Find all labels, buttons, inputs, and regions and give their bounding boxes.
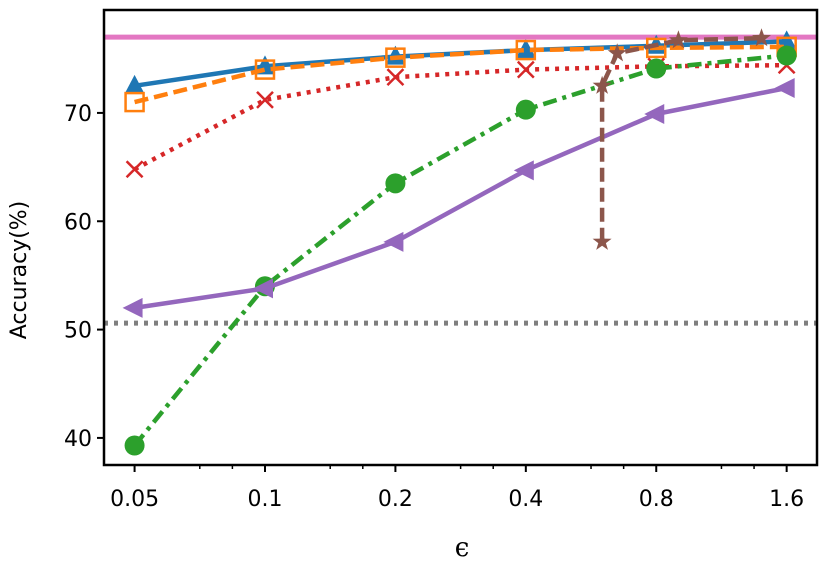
brown-star-point [607, 43, 627, 62]
purple-triangle-left-point [252, 278, 273, 299]
brown-star-point [668, 30, 688, 49]
orange-square-point [254, 59, 276, 80]
green-circle-point [124, 435, 145, 456]
x-tick-label: 0.05 [110, 487, 159, 512]
brown-star-point [752, 28, 771, 47]
green-circle-point [515, 99, 536, 120]
orange-square-point [385, 47, 406, 68]
orange-square-series-line [134, 44, 787, 105]
purple-triangle-left-point [513, 160, 534, 181]
y-tick-label: 60 [64, 210, 92, 235]
brown-star-point [592, 75, 612, 94]
x-tick-label: 0.1 [247, 487, 282, 512]
purple-triangle-left-point [383, 231, 404, 252]
y-tick-label: 40 [64, 427, 92, 452]
x-tick-label: 0.4 [508, 487, 543, 512]
red-x-series-line [133, 62, 787, 172]
x-tick-label: 0.2 [378, 487, 413, 512]
blue-triangle-up-point [515, 39, 536, 59]
red-x-point [386, 68, 405, 87]
y-tick-label: 50 [64, 319, 92, 344]
purple-triangle-left-point [774, 78, 795, 98]
plot-frame [102, 8, 819, 467]
x-axis-title: ϵ [455, 533, 470, 563]
red-x-point [516, 60, 535, 79]
orange-square-point [515, 39, 537, 61]
y-tick-label: 70 [64, 102, 92, 127]
purple-triangle-left-point [644, 104, 665, 124]
brown-star-point [592, 231, 612, 250]
red-x-point [256, 91, 274, 109]
x-tick-label: 1.6 [769, 487, 804, 512]
green-circle-point [776, 45, 797, 66]
red-x-point [125, 160, 144, 179]
y-axis-title: Accuracy(%) [7, 201, 32, 340]
plot-content [104, 28, 817, 456]
purple-triangle-left-series-line [134, 85, 788, 311]
purple-triangle-left-point [122, 297, 143, 318]
green-circle-point [385, 173, 406, 194]
blue-triangle-up-point [124, 74, 145, 94]
green-circle-series-line [132, 53, 787, 447]
x-tick-label: 0.8 [639, 487, 674, 512]
green-circle-point [646, 58, 667, 79]
orange-square-point [124, 91, 145, 113]
axes-layer: 40 50 60 70 0.05 0.1 0.2 0.4 0.8 1.6 [64, 8, 819, 512]
